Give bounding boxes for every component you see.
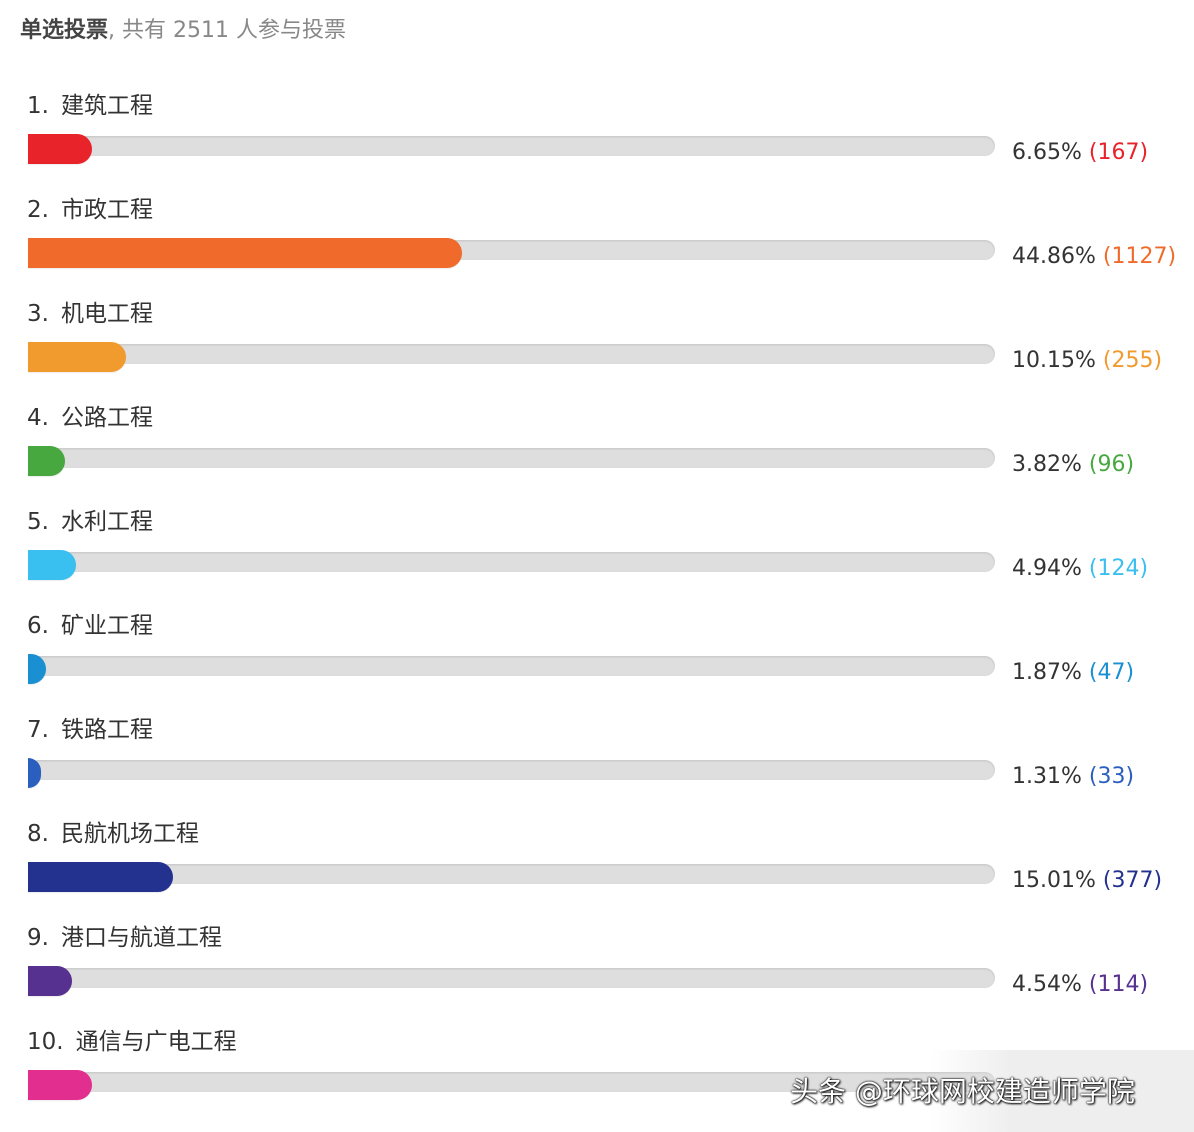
option-label: 6. 矿业工程 <box>27 606 153 640</box>
option-count: (114) <box>1088 972 1149 997</box>
option-percent: 15.01% <box>1012 868 1096 893</box>
progress-fill <box>28 1070 92 1100</box>
option-label: 5. 水利工程 <box>27 502 153 536</box>
progress-track <box>28 552 995 572</box>
option-label: 3. 机电工程 <box>27 294 153 328</box>
option-number: 3. <box>27 301 49 327</box>
option-count: (255) <box>1102 348 1163 373</box>
option-text: 机电工程 <box>60 301 153 327</box>
progress-fill <box>28 238 462 268</box>
option-count: (47) <box>1088 660 1135 685</box>
option-count: (33) <box>1088 764 1135 789</box>
option-percent: 6.65% <box>1012 140 1082 165</box>
option-label: 4. 公路工程 <box>27 398 153 432</box>
poll-option[interactable]: 10. 通信与广电工程 <box>0 1022 1194 1126</box>
progress-track <box>28 136 995 156</box>
poll-option[interactable]: 1. 建筑工程 6.65% (167) <box>0 86 1194 190</box>
poll-option[interactable]: 8. 民航机场工程 15.01% (377) <box>0 814 1194 918</box>
poll-option[interactable]: 6. 矿业工程 1.87% (47) <box>0 606 1194 710</box>
option-percent: 3.82% <box>1012 452 1082 477</box>
progress-track <box>28 656 995 676</box>
option-number: 9. <box>27 925 49 951</box>
option-label: 7. 铁路工程 <box>27 710 153 744</box>
option-count: (167) <box>1088 140 1149 165</box>
option-percent: 10.15% <box>1012 348 1096 373</box>
option-label: 2. 市政工程 <box>27 190 153 224</box>
option-number: 8. <box>27 821 49 847</box>
option-count: (96) <box>1088 452 1135 477</box>
poll-type: 单选投票 <box>20 18 109 43</box>
poll-option[interactable]: 2. 市政工程 44.86% (1127) <box>0 190 1194 294</box>
option-text: 铁路工程 <box>60 717 153 743</box>
option-stats: 1.87% (47) <box>1012 660 1134 685</box>
progress-track <box>28 968 995 988</box>
progress-fill <box>28 446 65 476</box>
watermark: 头条 @环球网校建造师学院 <box>790 1075 1135 1108</box>
option-text: 水利工程 <box>60 509 153 535</box>
option-percent: 1.87% <box>1012 660 1082 685</box>
poll-option[interactable]: 4. 公路工程 3.82% (96) <box>0 398 1194 502</box>
option-percent: 4.54% <box>1012 972 1082 997</box>
option-percent: 4.94% <box>1012 556 1082 581</box>
option-percent: 44.86% <box>1012 244 1096 269</box>
option-text: 民航机场工程 <box>60 821 199 847</box>
option-text: 港口与航道工程 <box>60 925 222 951</box>
option-stats: 4.94% (124) <box>1012 556 1148 581</box>
option-count: (124) <box>1088 556 1149 581</box>
option-label: 10. 通信与广电工程 <box>27 1022 237 1056</box>
progress-fill <box>28 342 126 372</box>
progress-track <box>28 1072 995 1092</box>
option-label: 9. 港口与航道工程 <box>27 918 222 952</box>
option-number: 6. <box>27 613 49 639</box>
watermark-backdrop <box>930 1050 1194 1132</box>
progress-fill <box>28 758 41 788</box>
option-stats: 4.54% (114) <box>1012 972 1148 997</box>
option-number: 2. <box>27 197 49 223</box>
progress-fill <box>28 550 76 580</box>
poll-option[interactable]: 7. 铁路工程 1.31% (33) <box>0 710 1194 814</box>
option-text: 矿业工程 <box>60 613 153 639</box>
progress-fill <box>28 134 92 164</box>
progress-fill <box>28 862 173 892</box>
option-stats: 44.86% (1127) <box>1012 244 1176 269</box>
poll-header: 单选投票, 共有 2511 人参与投票 <box>20 12 346 44</box>
option-number: 5. <box>27 509 49 535</box>
option-number: 1. <box>27 93 49 119</box>
option-text: 公路工程 <box>60 405 153 431</box>
option-text: 市政工程 <box>60 197 153 223</box>
option-stats: 6.65% (167) <box>1012 140 1148 165</box>
progress-track <box>28 760 995 780</box>
option-number: 4. <box>27 405 49 431</box>
poll-summary: , 共有 2511 人参与投票 <box>108 18 346 43</box>
option-label: 1. 建筑工程 <box>27 86 153 120</box>
progress-track <box>28 344 995 364</box>
progress-fill <box>28 966 72 996</box>
option-stats: 1.31% (33) <box>1012 764 1134 789</box>
option-text: 建筑工程 <box>60 93 153 119</box>
option-count: (1127) <box>1102 244 1177 269</box>
option-text: 通信与广电工程 <box>75 1029 237 1055</box>
option-stats: 10.15% (255) <box>1012 348 1162 373</box>
progress-track <box>28 448 995 468</box>
poll-option[interactable]: 3. 机电工程 10.15% (255) <box>0 294 1194 398</box>
option-stats: 15.01% (377) <box>1012 868 1162 893</box>
option-number: 7. <box>27 717 49 743</box>
option-percent: 1.31% <box>1012 764 1082 789</box>
option-label: 8. 民航机场工程 <box>27 814 199 848</box>
option-count: (377) <box>1102 868 1163 893</box>
option-number: 10. <box>27 1029 64 1055</box>
poll-option[interactable]: 5. 水利工程 4.94% (124) <box>0 502 1194 606</box>
poll-option[interactable]: 9. 港口与航道工程 4.54% (114) <box>0 918 1194 1022</box>
progress-track <box>28 864 995 884</box>
option-stats: 3.82% (96) <box>1012 452 1134 477</box>
progress-fill <box>28 654 46 684</box>
